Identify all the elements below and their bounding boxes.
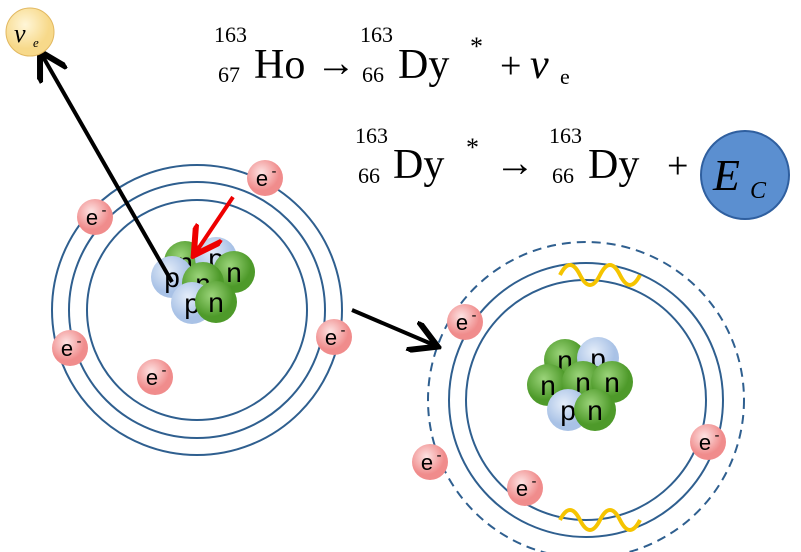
electron-charge: - — [472, 307, 477, 324]
neutrino-sub: e — [560, 64, 570, 89]
excited: * — [470, 32, 483, 61]
mass-number: 163 — [360, 22, 393, 47]
electron-symbol: e — [699, 430, 711, 455]
atomic-number: 66 — [362, 62, 384, 87]
electron-charge: - — [272, 163, 277, 180]
electron-charge: - — [102, 202, 107, 219]
electron-charge: - — [532, 473, 537, 490]
electron-symbol: e — [256, 166, 268, 191]
energy-sub: C — [750, 178, 767, 204]
electron-charge: - — [437, 447, 442, 464]
element: Dy — [398, 42, 449, 88]
atomic-number: 66 — [358, 163, 380, 188]
electron-charge: - — [715, 427, 720, 444]
electron-symbol: e — [325, 325, 337, 350]
electron-charge: - — [341, 322, 346, 339]
nucleon-label: n — [208, 287, 224, 318]
electron-symbol: e — [421, 450, 433, 475]
electron-symbol: e — [146, 365, 158, 390]
equation-1: 163 67 Ho → 163 66 Dy * + ν e — [214, 22, 570, 89]
nucleon-label: n — [587, 395, 603, 426]
neutrino-symbol: ν — [14, 19, 26, 48]
mass-number: 163 — [355, 123, 388, 148]
neutrino-sub: e — [33, 35, 39, 50]
neutrino: ν — [530, 42, 549, 88]
electron-symbol: e — [516, 476, 528, 501]
mass-number: 163 — [549, 123, 582, 148]
electron-charge: - — [162, 362, 167, 379]
nucleon-label: n — [226, 257, 242, 288]
arrow: → — [316, 40, 356, 85]
electron-charge: - — [77, 333, 82, 350]
atomic-number: 67 — [218, 62, 240, 87]
nucleon-label: p — [560, 395, 576, 426]
electron-symbol: e — [61, 336, 73, 361]
element: Dy — [393, 142, 444, 188]
plus: + — [667, 145, 688, 187]
energy: E — [712, 151, 740, 200]
photon-wave — [560, 265, 640, 285]
arrow: → — [495, 140, 535, 185]
mass-number: 163 — [214, 22, 247, 47]
orbits — [52, 165, 744, 552]
excited: * — [466, 133, 479, 162]
atomic-number: 66 — [552, 163, 574, 188]
element: Ho — [254, 42, 305, 88]
electron-symbol: e — [456, 310, 468, 335]
electron-symbol: e — [86, 205, 98, 230]
diagram: nppnnpne-e-e-e-e-npnnnpne-e-e-e- ν e 163… — [0, 0, 801, 552]
plus: + — [500, 45, 521, 87]
element: Dy — [588, 142, 639, 188]
transition-arrow — [352, 310, 434, 345]
